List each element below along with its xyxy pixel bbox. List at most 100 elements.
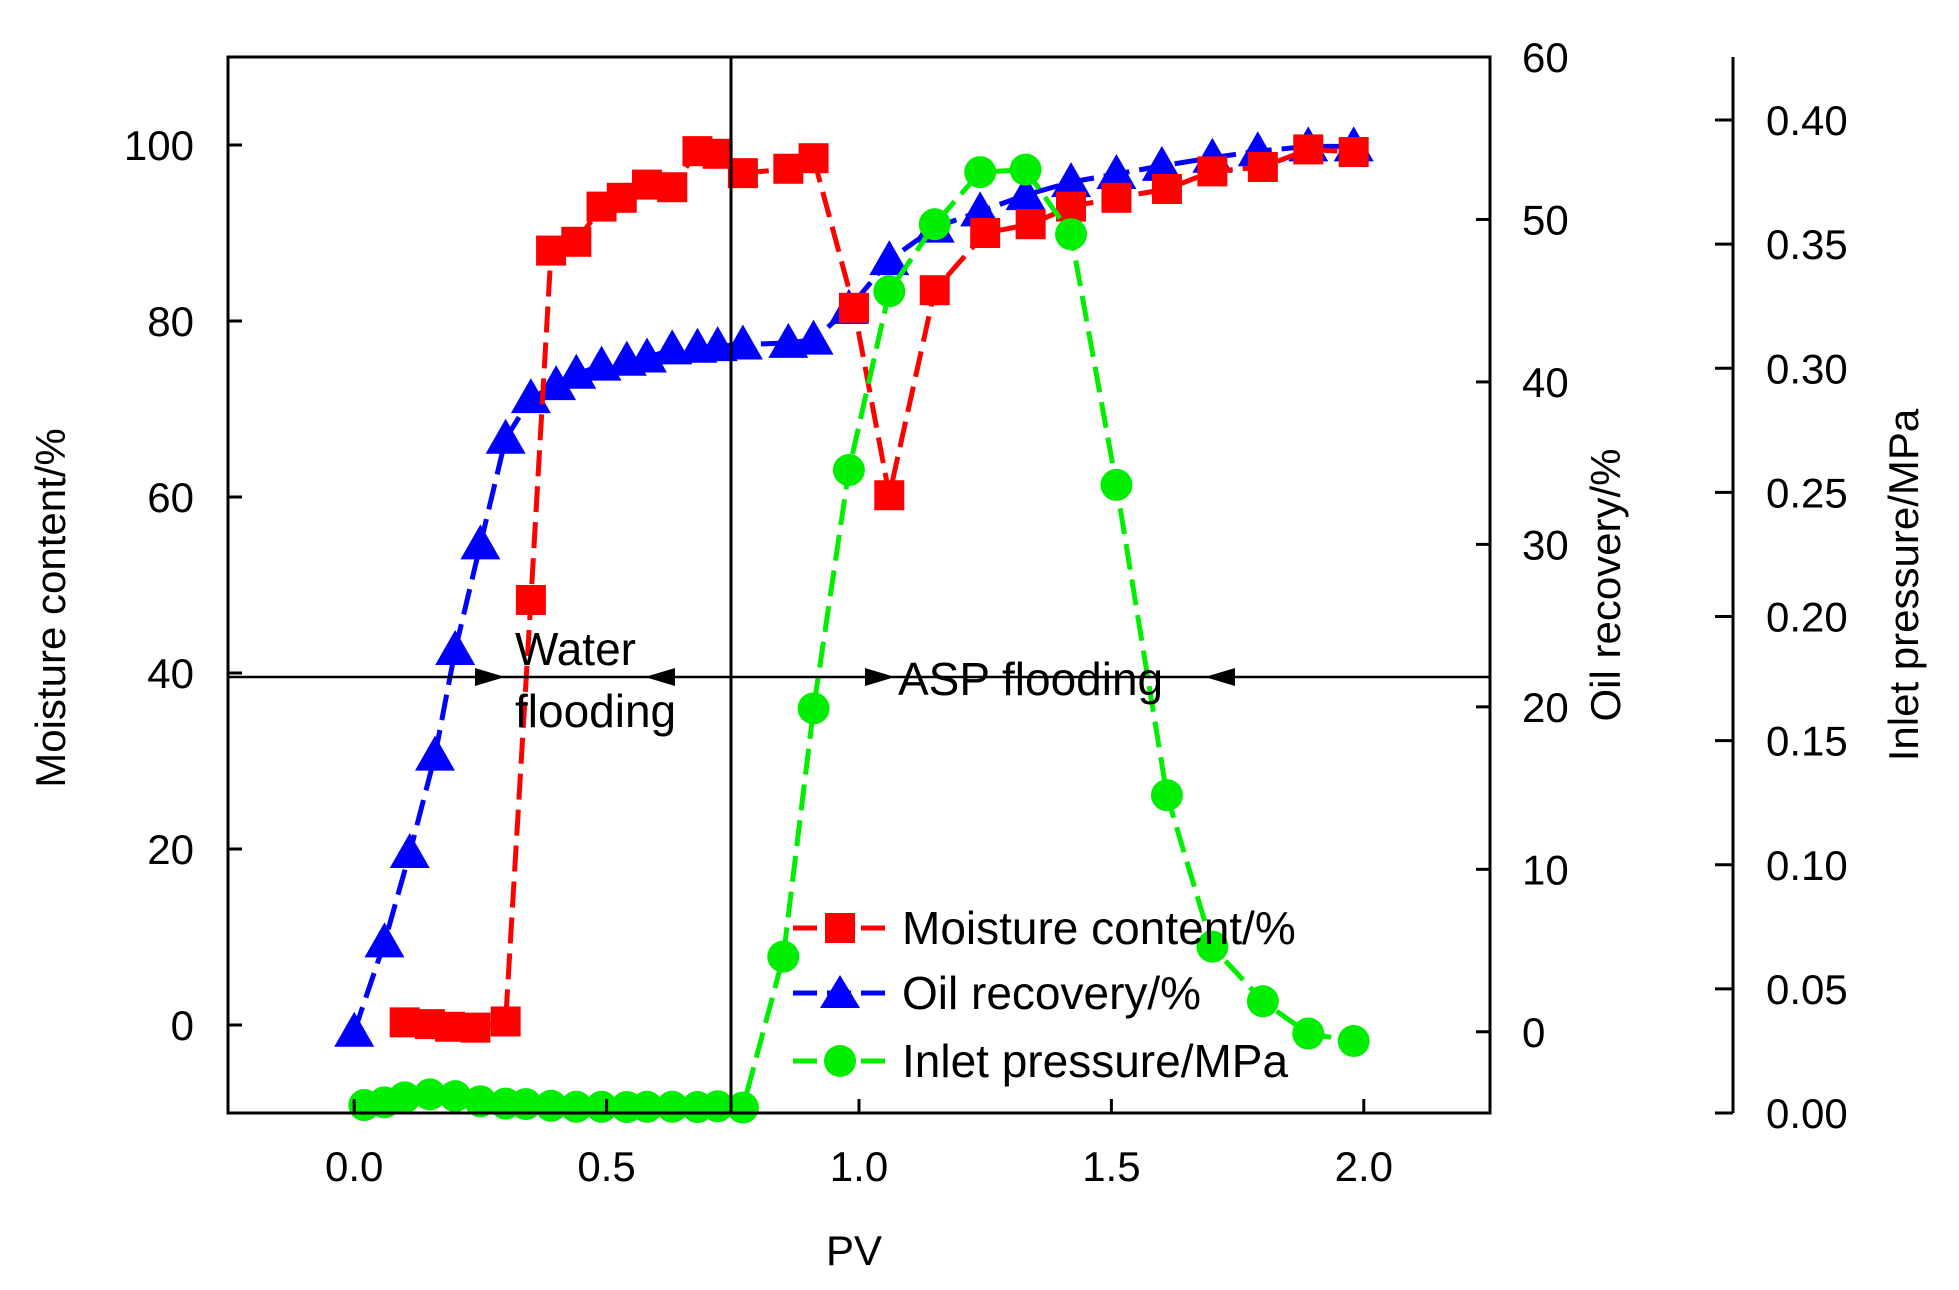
moisture-point bbox=[490, 1006, 521, 1037]
pressure-point bbox=[832, 454, 865, 487]
moisture-point bbox=[1338, 137, 1369, 168]
annotation-asp-flooding: ASP flooding bbox=[898, 653, 1163, 705]
oil-recovery-point bbox=[435, 629, 476, 665]
right1-tick-label: 60 bbox=[1522, 34, 1569, 81]
moisture-point bbox=[1197, 156, 1228, 187]
pressure-point bbox=[560, 1090, 593, 1123]
legend: Moisture content/% Oil recovery/% Inlet … bbox=[793, 902, 1296, 1087]
pressure-point bbox=[873, 275, 906, 308]
pressure-point bbox=[1337, 1025, 1370, 1058]
pressure-point bbox=[726, 1091, 759, 1124]
moisture-point bbox=[1293, 134, 1324, 165]
moisture-point bbox=[515, 584, 546, 615]
left-tick-label: 40 bbox=[147, 650, 194, 697]
left-tick-label: 20 bbox=[147, 826, 194, 873]
moisture-point bbox=[460, 1012, 491, 1043]
oil-recovery-point bbox=[1141, 145, 1182, 181]
x-tick-label: 0.5 bbox=[577, 1143, 635, 1190]
moisture-point bbox=[561, 226, 592, 257]
moisture-point bbox=[727, 158, 758, 189]
x-tick-label: 0.0 bbox=[325, 1143, 383, 1190]
moisture-point bbox=[1015, 209, 1046, 240]
right2-tick-label: 0.25 bbox=[1766, 469, 1848, 516]
moisture-point bbox=[838, 292, 869, 323]
x-tick-label: 1.0 bbox=[830, 1143, 888, 1190]
arrow-head-left-1 bbox=[645, 668, 675, 686]
moisture-point bbox=[874, 480, 905, 511]
legend-square-marker bbox=[825, 913, 855, 943]
moisture-point bbox=[606, 182, 637, 213]
oil-recovery-point bbox=[485, 418, 526, 454]
pressure-point bbox=[1292, 1017, 1325, 1050]
moisture-point bbox=[657, 172, 688, 203]
pressure-point bbox=[918, 208, 951, 241]
oil-recovery-point bbox=[334, 1011, 375, 1047]
moisture-point bbox=[773, 153, 804, 184]
legend-item-moisture: Moisture content/% bbox=[793, 902, 1296, 954]
pressure-point bbox=[767, 940, 800, 973]
left-tick-label: 100 bbox=[124, 122, 194, 169]
oil-recovery-point bbox=[1005, 175, 1046, 211]
legend-circle-marker bbox=[824, 1045, 856, 1077]
x-tick-label: 1.5 bbox=[1082, 1143, 1140, 1190]
annotation-water: Water bbox=[515, 623, 636, 675]
right1-tick-label: 50 bbox=[1522, 196, 1569, 243]
legend-triangle-marker bbox=[820, 975, 860, 1008]
right2-tick-label: 0.20 bbox=[1766, 594, 1848, 641]
pressure-point bbox=[439, 1080, 472, 1113]
pressure-point bbox=[1055, 218, 1088, 251]
oil-recovery-point bbox=[722, 324, 763, 360]
pressure-point bbox=[1009, 153, 1042, 186]
pressure-point bbox=[1100, 468, 1133, 501]
pressure-point bbox=[413, 1078, 446, 1111]
pressure-point bbox=[964, 156, 997, 189]
moisture-point bbox=[1101, 182, 1132, 213]
right1-tick-label: 20 bbox=[1522, 684, 1569, 731]
oil-recovery-point bbox=[869, 240, 910, 276]
pressure-point bbox=[656, 1090, 689, 1123]
pressure-point bbox=[1150, 779, 1183, 812]
legend-label-oil: Oil recovery/% bbox=[902, 967, 1201, 1019]
moisture-point bbox=[702, 138, 733, 169]
moisture-point bbox=[389, 1007, 420, 1038]
left-tick-label: 0 bbox=[171, 1002, 194, 1049]
right1-tick-label: 40 bbox=[1522, 359, 1569, 406]
oil-recovery-point bbox=[414, 735, 455, 771]
right1-axis-title: Oil recovery/% bbox=[1582, 448, 1629, 721]
right2-axis-title: Inlet pressure/MPa bbox=[1880, 408, 1927, 761]
oil-recovery-point bbox=[460, 524, 501, 560]
oil-recovery-point bbox=[536, 365, 577, 401]
x-tick-label: 2.0 bbox=[1335, 1143, 1393, 1190]
moisture-point bbox=[435, 1011, 466, 1042]
pressure-point bbox=[585, 1090, 618, 1123]
pressure-point bbox=[388, 1081, 421, 1114]
right1-tick-label: 10 bbox=[1522, 846, 1569, 893]
oil-recovery-point bbox=[510, 378, 551, 414]
right1-tick-label: 30 bbox=[1522, 521, 1569, 568]
right2-tick-label: 0.15 bbox=[1766, 718, 1848, 765]
left-tick-label: 60 bbox=[147, 474, 194, 521]
arrow-head-right-1 bbox=[475, 668, 505, 686]
right2-tick-label: 0.10 bbox=[1766, 842, 1848, 889]
pressure-point bbox=[630, 1090, 663, 1123]
moisture-point bbox=[1247, 152, 1278, 182]
oil-recovery-point bbox=[960, 191, 1001, 227]
annotation-flooding: flooding bbox=[515, 685, 676, 737]
left-tick-label: 80 bbox=[147, 298, 194, 345]
right2-tick-label: 0.40 bbox=[1766, 97, 1848, 144]
legend-item-pressure: Inlet pressure/MPa bbox=[793, 1035, 1288, 1087]
x-axis-title: PV bbox=[826, 1227, 882, 1274]
left-axis-title: Moisture content/% bbox=[27, 428, 74, 788]
right2-tick-label: 0.00 bbox=[1766, 1090, 1848, 1137]
pressure-point bbox=[797, 692, 830, 725]
right2-tick-label: 0.30 bbox=[1766, 345, 1848, 392]
moisture-point bbox=[798, 143, 829, 174]
oil-recovery-point bbox=[389, 833, 430, 869]
oil-recovery-point bbox=[364, 922, 405, 958]
legend-label-pressure: Inlet pressure/MPa bbox=[902, 1035, 1288, 1087]
moisture-point bbox=[970, 218, 1001, 248]
right1-tick-label: 0 bbox=[1522, 1009, 1545, 1056]
moisture-point bbox=[919, 275, 950, 306]
